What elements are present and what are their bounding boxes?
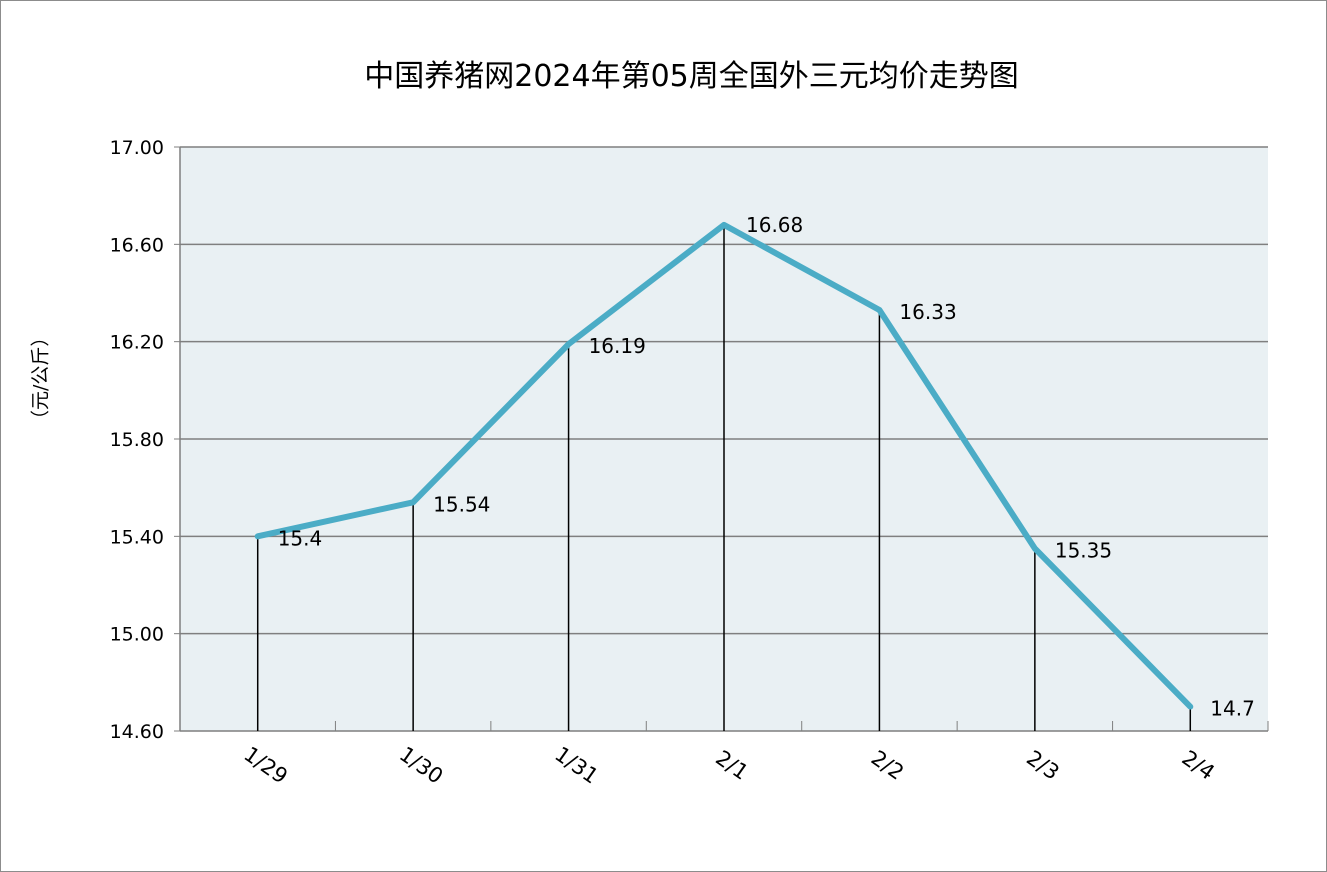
data-point: [255, 534, 260, 539]
data-point: [1032, 546, 1037, 551]
x-tick-label: 2/2: [867, 746, 908, 785]
y-tick-label: 14.60: [110, 721, 164, 743]
y-tick-label: 15.00: [110, 624, 164, 646]
data-label: 15.54: [433, 492, 490, 516]
data-point: [877, 308, 882, 313]
x-tick-label: 1/29: [240, 742, 292, 789]
x-tick-label: 2/1: [711, 746, 752, 785]
y-tick-label: 16.20: [110, 332, 164, 354]
x-tick-label: 1/30: [395, 742, 447, 789]
data-label: 16.19: [589, 334, 646, 358]
y-tick-label: 15.80: [110, 429, 164, 451]
chart-title: 中国养猪网2024年第05周全国外三元均价走势图: [364, 59, 1019, 94]
data-label: 15.35: [1055, 539, 1112, 563]
data-label: 16.68: [746, 213, 803, 237]
y-tick-label: 17.00: [110, 137, 164, 159]
data-point: [566, 342, 571, 347]
data-point: [1188, 704, 1193, 709]
data-point: [722, 222, 726, 227]
y-tick-label: 15.40: [110, 526, 164, 548]
data-label: 16.33: [899, 300, 956, 324]
data-label: 15.4: [278, 526, 323, 550]
y-tick-label: 16.60: [110, 234, 164, 256]
data-point: [411, 500, 416, 505]
x-tick-label: 2/3: [1022, 746, 1063, 785]
x-tick-label: 2/4: [1178, 746, 1219, 785]
x-tick-label: 1/31: [550, 742, 602, 789]
data-label: 14.7: [1210, 697, 1255, 721]
